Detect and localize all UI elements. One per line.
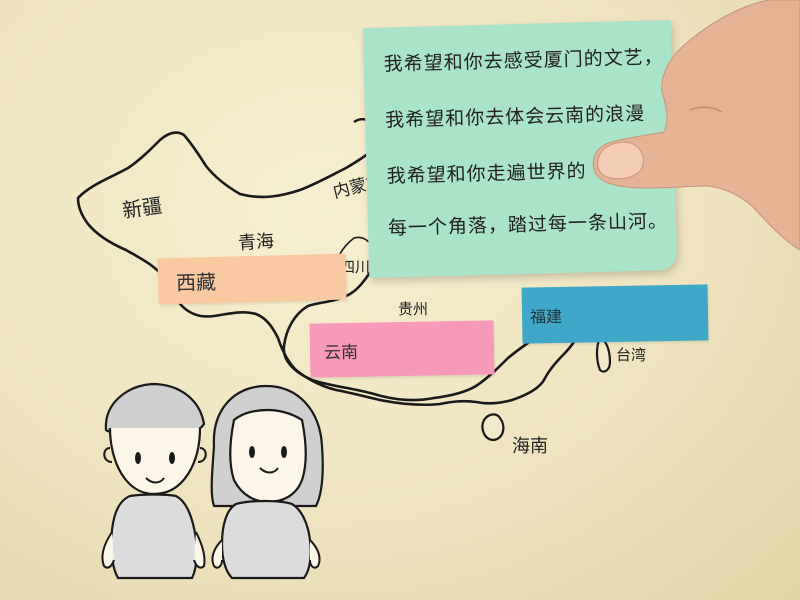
girl-arm-left (211, 539, 223, 569)
thumbnail (597, 141, 644, 180)
hand (592, 0, 800, 251)
hainan-island (481, 413, 505, 442)
knuckle-crease (689, 106, 723, 113)
boy-ear-right (197, 447, 207, 463)
region-label-hainan: 海南 (512, 436, 548, 457)
boy-figure (101, 382, 207, 580)
girl-eye-right (281, 446, 287, 458)
boy-eye-left (135, 452, 141, 464)
boy-ear-left (103, 447, 113, 463)
boy-eye-right (169, 452, 175, 464)
taiwan-island (595, 336, 612, 373)
girl-figure (210, 384, 324, 580)
girl-eye-left (249, 446, 255, 458)
girl-face (229, 408, 307, 504)
girl-mouth (259, 467, 279, 474)
region-label-taiwan: 台湾 (616, 346, 647, 364)
boy-arm-right (193, 531, 206, 569)
boy-arm-left (101, 531, 115, 569)
boy-mouth (145, 477, 165, 484)
girl-arm-right (309, 539, 321, 569)
region-label-guizhou: 贵州 (398, 300, 429, 318)
region-label-sichuan: 四川 (340, 258, 371, 276)
